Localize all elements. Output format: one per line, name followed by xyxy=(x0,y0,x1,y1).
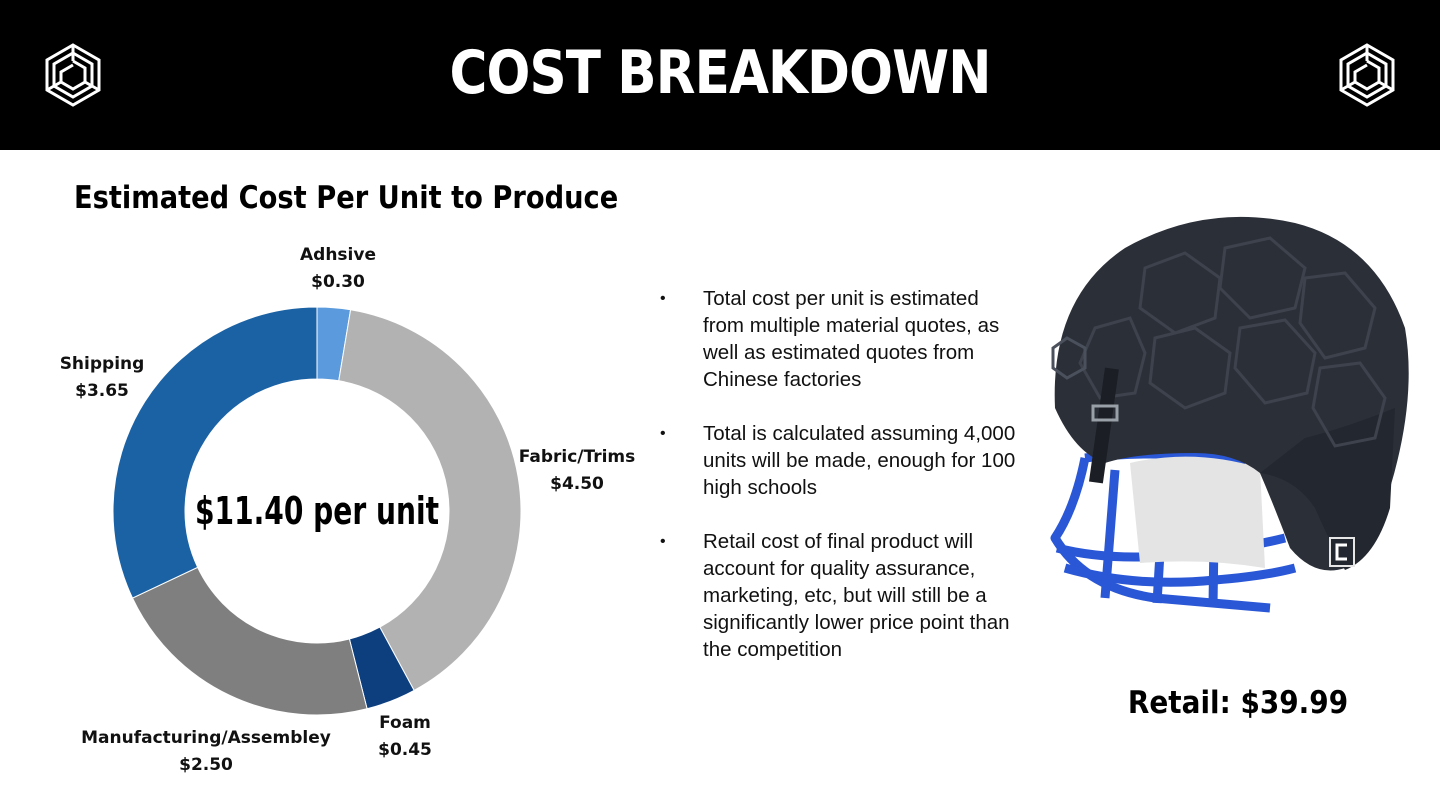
slice-label: Fabric/Trims xyxy=(519,447,636,467)
list-item: • Retail cost of final product will accou… xyxy=(660,528,1020,663)
bullet-text: Total cost per unit is estimated from mu… xyxy=(703,287,1000,391)
donut-slice-shipping xyxy=(112,306,318,599)
c-logo-mark xyxy=(1335,543,1347,561)
side-logo-icon xyxy=(1051,336,1087,380)
slice-value-label: $0.45 xyxy=(378,740,432,760)
bullet-text: Retail cost of final product will accoun… xyxy=(703,530,1010,661)
bullet-icon: • xyxy=(660,290,666,307)
chin-strap xyxy=(1088,367,1119,484)
hexagon-maze-logo-icon xyxy=(1339,43,1395,107)
notes-list: • Total cost per unit is estimated from m… xyxy=(660,285,1020,690)
list-item: • Total is calculated assuming 4,000 unit… xyxy=(660,420,1020,501)
bullet-text: Total is calculated assuming 4,000 units… xyxy=(703,422,1016,499)
donut-center-label: $11.40 per unit xyxy=(195,489,439,533)
slice-value-label: $3.65 xyxy=(75,381,129,401)
slice-value-label: $2.50 xyxy=(179,755,233,775)
cost-donut-chart: Adhsive $0.30 Fabric/Trims $4.50 Foam $0.45 Ma… xyxy=(60,245,636,775)
header-bar: COST BREAKDOWN xyxy=(0,0,1440,150)
bullet-icon: • xyxy=(660,425,666,442)
ear-flap xyxy=(1260,408,1395,570)
slice-value-label: $0.30 xyxy=(311,272,365,292)
slice-label: Shipping xyxy=(60,354,145,374)
slice-label: Foam xyxy=(379,713,431,733)
strap-buckle xyxy=(1091,404,1119,422)
hex-panels xyxy=(1078,236,1387,448)
chart-title: Estimated Cost Per Unit to Produce xyxy=(74,180,619,216)
list-item: • Total cost per unit is estimated from m… xyxy=(660,285,1020,393)
inner-padding xyxy=(1130,456,1265,568)
slice-label: Manufacturing/Assembley xyxy=(81,728,331,748)
bullet-icon: • xyxy=(660,533,666,550)
hexagon-maze-logo-icon xyxy=(45,43,101,107)
helmet-image xyxy=(1050,216,1409,613)
c-logo-icon xyxy=(1329,537,1355,567)
slice-label: Adhsive xyxy=(300,245,376,265)
donut-slice-fabric-trims xyxy=(338,309,522,692)
donut-slice-manufacturing-assembley xyxy=(131,566,368,716)
slice-value-label: $4.50 xyxy=(550,474,604,494)
page-title: COST BREAKDOWN xyxy=(449,38,991,108)
retail-price: Retail: $39.99 xyxy=(1127,685,1349,721)
